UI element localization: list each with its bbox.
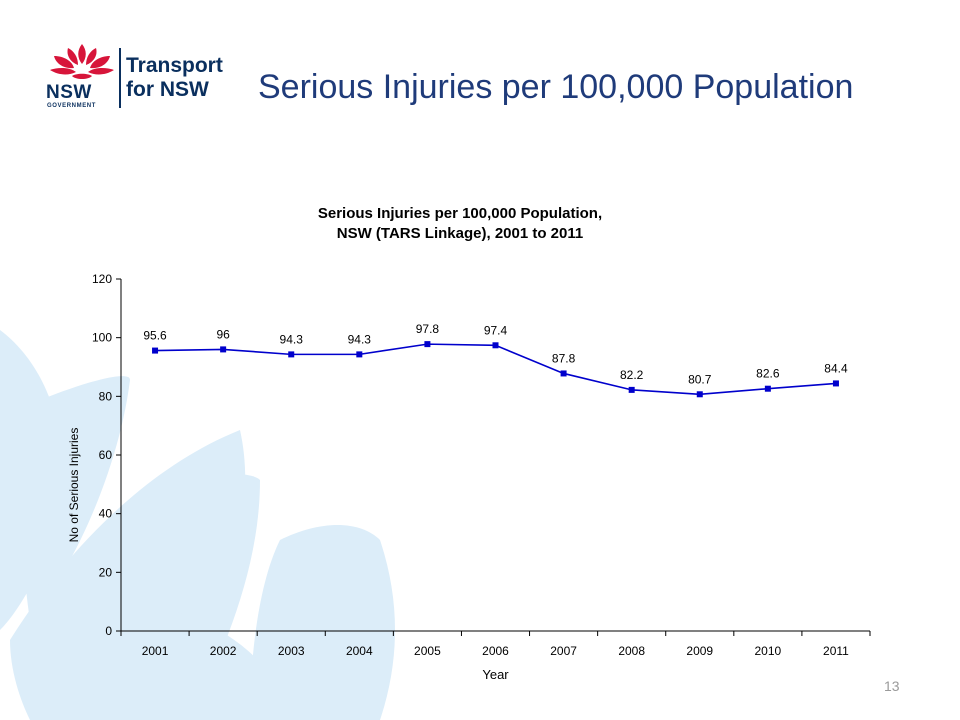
data-point — [764, 385, 771, 392]
x-tick-label: 2002 — [210, 644, 237, 658]
logo-nsw-text: NSW — [46, 82, 92, 103]
y-tick-label: 60 — [99, 448, 113, 462]
chart-title-line1: Serious Injuries per 100,000 Population, — [317, 205, 603, 222]
data-label: 95.6 — [143, 329, 167, 343]
data-point — [356, 351, 363, 358]
y-tick-label: 120 — [92, 272, 112, 286]
logo-name-line2: for NSW — [126, 78, 209, 101]
x-tick-label: 2007 — [550, 644, 577, 658]
y-tick-label: 20 — [99, 565, 113, 579]
data-label: 96 — [216, 327, 230, 341]
data-label: 94.3 — [348, 332, 372, 346]
chart-title: Serious Injuries per 100,000 Population,… — [240, 204, 680, 244]
data-point — [628, 386, 635, 393]
y-tick-label: 0 — [105, 624, 112, 638]
chart-title-line2: NSW (TARS Linkage), 2001 to 2011 — [336, 225, 584, 242]
x-tick-label: 2004 — [346, 644, 373, 658]
logo-divider — [119, 48, 121, 108]
data-point — [220, 346, 227, 353]
data-label: 97.4 — [484, 323, 508, 337]
data-point — [152, 347, 159, 354]
data-label: 80.7 — [688, 372, 712, 386]
data-label: 87.8 — [552, 351, 576, 365]
logo-name: Transport for NSW — [126, 54, 223, 102]
data-label: 97.8 — [416, 322, 440, 336]
x-axis-title: Year — [482, 667, 509, 682]
data-label: 82.2 — [620, 368, 644, 382]
data-label: 84.4 — [824, 361, 848, 375]
transport-for-nsw-logo: NSW GOVERNMENT Transport for NSW — [46, 42, 236, 122]
data-point — [424, 341, 431, 348]
data-point — [288, 351, 295, 358]
data-point — [560, 370, 567, 377]
y-tick-label: 100 — [92, 331, 112, 345]
data-point — [832, 380, 839, 387]
x-tick-label: 2001 — [142, 644, 169, 658]
logo-government-text: GOVERNMENT — [47, 103, 97, 109]
page-number: 13 — [884, 678, 900, 694]
data-label: 94.3 — [280, 332, 304, 346]
data-label: 82.6 — [756, 367, 780, 381]
x-tick-label: 2006 — [482, 644, 509, 658]
x-tick-label: 2009 — [686, 644, 713, 658]
series-line — [155, 343, 837, 396]
y-tick-label: 40 — [99, 507, 113, 521]
data-point — [492, 342, 499, 349]
x-tick-label: 2005 — [414, 644, 441, 658]
y-axis-title: No of Serious Injuries — [67, 428, 81, 543]
page-title: Serious Injuries per 100,000 Population — [258, 68, 854, 106]
x-tick-label: 2003 — [278, 644, 305, 658]
x-tick-label: 2010 — [755, 644, 782, 658]
y-tick-label: 80 — [99, 389, 113, 403]
waratah-icon — [50, 44, 114, 79]
data-point — [696, 391, 703, 398]
x-tick-label: 2008 — [618, 644, 645, 658]
logo-name-line1: Transport — [126, 54, 223, 77]
x-tick-label: 2011 — [823, 644, 849, 658]
